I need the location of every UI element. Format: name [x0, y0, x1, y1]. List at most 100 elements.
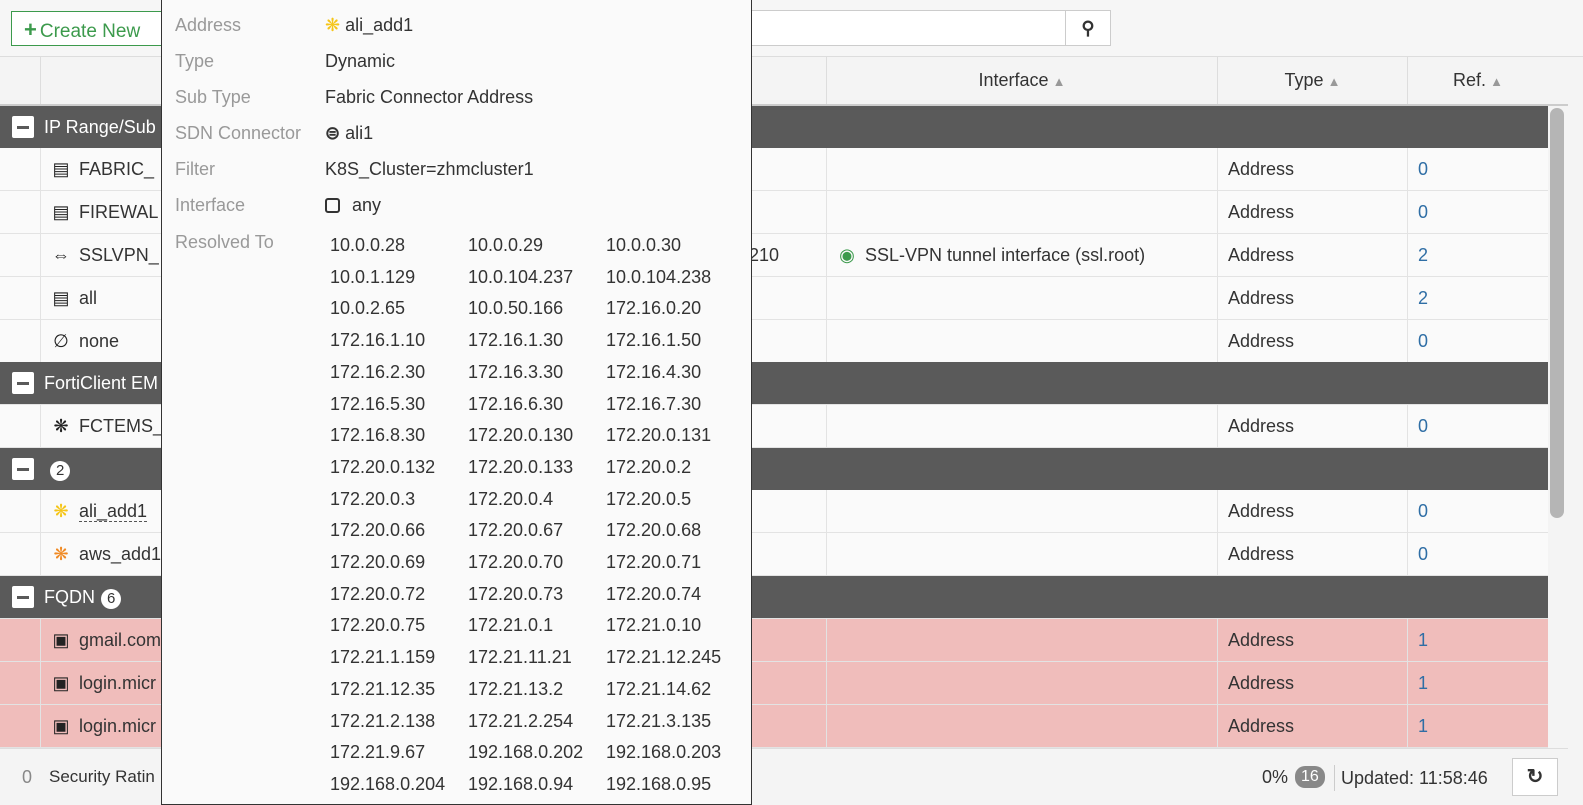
resolved-ip: 172.16.6.30 — [468, 393, 564, 414]
ref-link[interactable]: 0 — [1407, 320, 1548, 362]
ref-link[interactable]: 1 — [1407, 662, 1548, 704]
resolved-ip: 172.20.0.75 — [330, 615, 426, 636]
updated-time: Updated: 11:58:46 — [1334, 765, 1488, 791]
name-cell[interactable]: ∅ none — [40, 320, 826, 362]
label-resolved-to: Resolved To — [175, 232, 274, 252]
name-cell[interactable]: ▤ all — [40, 277, 826, 319]
group-label: FQDN — [44, 587, 95, 607]
sort-icon: ▲ — [1327, 74, 1341, 89]
resolved-ip: 172.21.0.10 — [606, 615, 702, 636]
type-cell: Address — [1217, 533, 1407, 575]
name-cell[interactable]: ❋ FCTEMS_ — [40, 405, 826, 447]
label-sub-type: Sub Type — [175, 87, 251, 107]
type-cell: Address — [1217, 277, 1407, 319]
value-sdn-connector: ⊜ ali1 — [325, 123, 374, 143]
value-address: ❋ ali_add1 — [325, 15, 414, 35]
resolved-ip: 172.20.0.4 — [468, 488, 554, 509]
collapse-icon[interactable] — [12, 586, 34, 608]
label-type: Type — [175, 51, 215, 71]
security-rating-label[interactable]: Security Ratin — [49, 767, 155, 786]
ref-link[interactable]: 0 — [1407, 533, 1548, 575]
resolved-ip: 192.168.0.204 — [330, 773, 446, 794]
collapse-icon[interactable] — [12, 458, 34, 480]
resolved-ip: 172.16.4.30 — [606, 361, 702, 382]
sort-icon: ▲︎ — [1052, 74, 1066, 89]
resolved-ip: 172.21.12.245 — [606, 647, 722, 668]
label-interface: Interface — [175, 195, 246, 215]
resolved-ip: 172.16.8.30 — [330, 425, 426, 446]
resolved-ip: 172.20.0.70 — [468, 552, 564, 572]
label-sdn-connector: SDN Connector — [175, 123, 302, 143]
resolved-ip: 172.20.0.67 — [468, 520, 564, 541]
details-text: 210 — [749, 245, 780, 265]
interface-cell — [826, 619, 1217, 661]
name-cell[interactable]: ❋ ali_add1 — [40, 490, 826, 532]
type-cell: Address — [1217, 234, 1407, 276]
create-new-button[interactable]: + Create New — [11, 11, 171, 46]
group-count: 6 — [101, 589, 122, 609]
ref-link[interactable]: 1 — [1407, 705, 1548, 747]
resolved-ip: 172.21.2.254 — [468, 710, 574, 731]
resolved-ip: 192.168.0.94 — [468, 773, 574, 794]
name-cell[interactable]: ▣ login.micr — [40, 705, 826, 747]
ref-link[interactable]: 1 — [1407, 619, 1548, 661]
type-cell: Address — [1217, 662, 1407, 704]
name-cell[interactable]: ▤ FABRIC_ — [40, 148, 826, 190]
search-input[interactable]: ⚲ — [740, 10, 1111, 46]
value-type: Dynamic — [325, 51, 396, 71]
name-cell[interactable]: ▤ FIREWAL — [40, 191, 826, 233]
type-cell: Address — [1217, 490, 1407, 532]
ems-icon: ❋ — [53, 416, 69, 436]
ref-link[interactable]: 0 — [1407, 405, 1548, 447]
resolved-ip: 172.16.2.30 — [330, 361, 426, 382]
resolved-ip: 172.20.0.68 — [606, 520, 702, 541]
type-cell: Address — [1217, 705, 1407, 747]
ref-link[interactable]: 2 — [1407, 234, 1548, 276]
address-icon: ▤ — [52, 159, 70, 179]
address-tooltip: Address ❋ ali_add1 Type Dynamic Sub Type… — [161, 0, 752, 805]
sort-icon: ▲ — [1490, 74, 1503, 89]
ssl-vpn-icon: ◉ — [839, 245, 855, 265]
resolved-ip: 172.21.9.67 — [330, 742, 426, 763]
interface-cell — [826, 191, 1217, 233]
name-cell[interactable]: ▣ gmail.com — [40, 619, 826, 661]
interface-cell — [826, 320, 1217, 362]
collapse-icon[interactable] — [12, 372, 34, 394]
interface-cell — [826, 148, 1217, 190]
ref-link[interactable]: 0 — [1407, 490, 1548, 532]
search-icon[interactable]: ⚲ — [1065, 11, 1110, 45]
resolved-ip: 172.16.7.30 — [606, 393, 702, 414]
refresh-button[interactable]: ↻ — [1512, 758, 1558, 796]
percent: 0% — [1262, 767, 1289, 787]
interface-cell — [826, 662, 1217, 704]
collapse-icon[interactable] — [12, 116, 34, 138]
column-header-interface[interactable]: Interface ▲︎ — [826, 57, 1217, 104]
resolved-ip: 192.168.0.203 — [606, 742, 722, 763]
name-cell[interactable]: ⇔ SSLVPN_ 210 — [40, 234, 826, 276]
interface-cell — [826, 705, 1217, 747]
name-cell[interactable]: ▣ login.micr — [40, 662, 826, 704]
none-icon: ∅ — [53, 331, 69, 351]
ref-link[interactable]: 2 — [1407, 277, 1548, 319]
resolved-ip: 10.0.0.30 — [606, 235, 682, 255]
resolved-ip: 10.0.104.237 — [468, 266, 574, 287]
resolved-ip: 10.0.0.29 — [468, 235, 544, 255]
resolved-ip: 172.20.0.72 — [330, 583, 426, 604]
ref-link[interactable]: 0 — [1407, 191, 1548, 233]
interface-cell — [826, 533, 1217, 575]
name-cell[interactable]: ❋ aws_add1 — [40, 533, 826, 575]
resolved-ip: 172.20.0.73 — [468, 583, 564, 604]
column-header-type[interactable]: Type ▲ — [1217, 57, 1407, 104]
column-header-ref[interactable]: Ref. ▲ — [1407, 57, 1548, 104]
resolved-ip: 172.16.3.30 — [468, 361, 564, 382]
scrollbar[interactable] — [1550, 108, 1564, 518]
resolved-ip: 172.20.0.131 — [606, 425, 712, 446]
interface-icon — [325, 198, 340, 213]
ref-link[interactable]: 0 — [1407, 148, 1548, 190]
resolved-ip: 172.16.1.10 — [330, 330, 426, 351]
resolved-ip: 192.168.0.95 — [606, 773, 712, 794]
resolved-ip: 172.21.2.138 — [330, 710, 436, 731]
resolved-ip: 172.21.13.2 — [468, 678, 564, 699]
dynamic-address-icon: ❋ — [53, 501, 69, 521]
type-cell: Address — [1217, 148, 1407, 190]
